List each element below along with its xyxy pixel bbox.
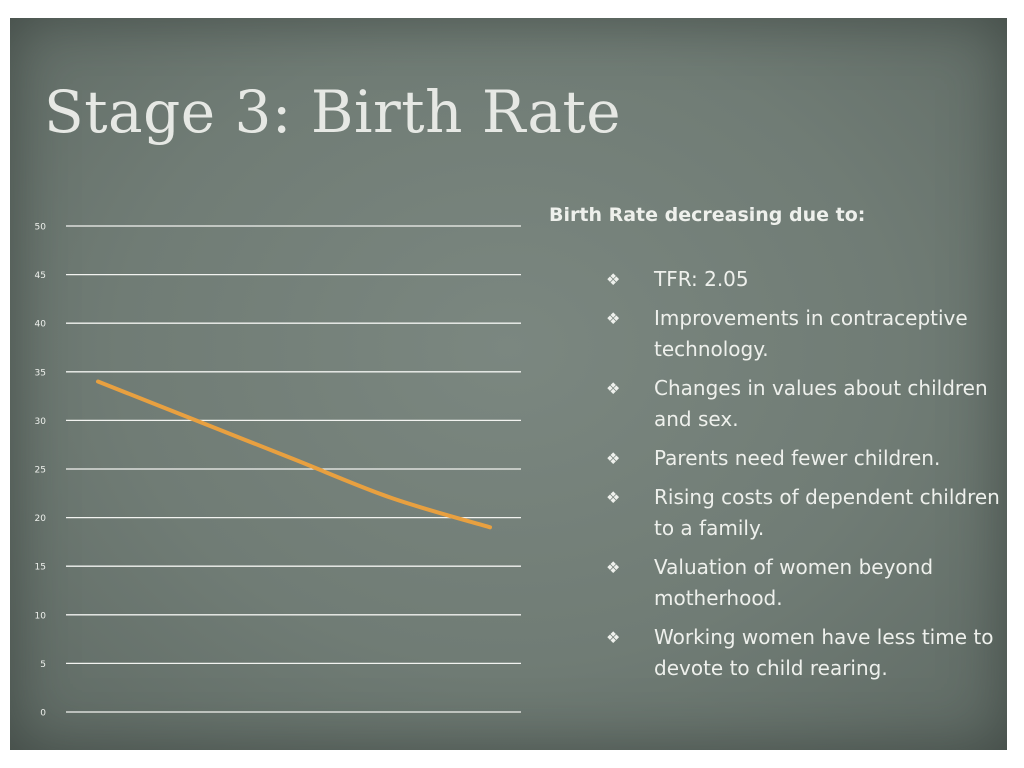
chart-tick-labels: 0 5 10 15 20 25 30 35 40 45 50 <box>35 223 47 719</box>
y-tick-label: 30 <box>35 417 47 427</box>
bullet-item: ❖ Improvements in contraceptive technolog… <box>606 303 1001 365</box>
bullet-item: ❖ Parents need fewer children. <box>606 443 1001 474</box>
y-tick-label: 10 <box>35 611 47 621</box>
data-point <box>194 418 198 422</box>
bullet-text: Working women have less time to devote t… <box>654 625 994 680</box>
bullet-item: ❖ Rising costs of dependent children to a… <box>606 482 1001 544</box>
data-point <box>292 457 296 461</box>
y-tick-label: 45 <box>35 271 46 281</box>
bullet-text: Rising costs of dependent children to a … <box>654 485 1000 540</box>
y-tick-label: 5 <box>40 660 46 670</box>
y-tick-label: 40 <box>35 320 47 330</box>
bullet-item: ❖ Changes in values about children and se… <box>606 373 1001 435</box>
bullet-text: Valuation of women beyond motherhood. <box>654 555 934 610</box>
diamond-bullet-icon: ❖ <box>606 558 621 577</box>
bullet-text: TFR: 2.05 <box>654 267 749 291</box>
diamond-bullet-icon: ❖ <box>606 628 621 647</box>
diamond-bullet-icon: ❖ <box>606 449 621 468</box>
data-point <box>390 496 394 500</box>
diamond-bullet-icon: ❖ <box>606 309 621 328</box>
bullet-header: Birth Rate decreasing due to: <box>549 204 866 226</box>
diamond-bullet-icon: ❖ <box>606 270 621 289</box>
y-tick-label: 25 <box>35 466 46 476</box>
bullet-text: Parents need fewer children. <box>654 446 941 470</box>
data-point <box>488 525 492 529</box>
chart-gridlines <box>66 225 521 713</box>
chart-series <box>96 379 492 530</box>
diamond-bullet-icon: ❖ <box>606 488 621 507</box>
series-line <box>96 379 492 530</box>
bullet-text: Improvements in contraceptive technology… <box>654 306 968 361</box>
slide-title: Stage 3: Birth Rate <box>44 78 622 146</box>
y-tick-label: 0 <box>40 709 46 719</box>
bullet-item: ❖ Working women have less time to devote … <box>606 622 1001 684</box>
bullet-text: Changes in values about children and sex… <box>654 376 988 431</box>
y-tick-label: 15 <box>35 563 46 573</box>
y-tick-label: 20 <box>35 514 47 524</box>
y-tick-label: 35 <box>35 368 46 378</box>
birth-rate-chart: 0 5 10 15 20 25 30 35 40 45 50 <box>35 223 521 719</box>
slide: Stage 3: Birth Rate 0 5 10 15 20 25 30 35 40 45 50… <box>10 18 1007 750</box>
diamond-bullet-icon: ❖ <box>606 379 621 398</box>
bullet-list: ❖ TFR: 2.05 ❖ Improvements in contraceptive… <box>606 264 1001 692</box>
data-point <box>96 380 100 384</box>
bullet-item: ❖ TFR: 2.05 <box>606 264 1001 295</box>
y-tick-label: 50 <box>35 223 47 233</box>
bullet-item: ❖ Valuation of women beyond motherhood. <box>606 552 1001 614</box>
